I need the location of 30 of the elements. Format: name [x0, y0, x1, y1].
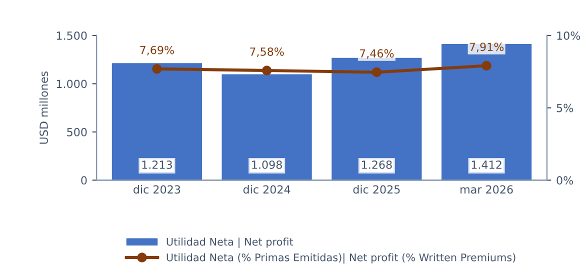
y-tick-label: 500	[67, 128, 87, 136]
x-tick-label: dic 2023	[134, 185, 180, 194]
y-tick-label: 0	[81, 176, 87, 185]
bar	[112, 63, 202, 180]
data-label: 7,69%	[140, 46, 174, 56]
y-tick-label: 1.500	[56, 31, 87, 40]
y2-tick-label: 5%	[556, 104, 574, 112]
data-label: 7,46%	[360, 49, 394, 59]
data-label: 7,58%	[250, 47, 284, 57]
x-tick-label: dic 2025	[353, 185, 400, 194]
bar	[222, 74, 312, 180]
bar	[332, 58, 422, 180]
x-tick-label: dic 2024	[243, 185, 290, 194]
data-label: 1.412	[472, 160, 502, 169]
legend-label: Utilidad Neta (% Primas Emitidas)| Net profit (% Written Premiums)	[166, 253, 516, 264]
data-label: 1.098	[252, 160, 282, 169]
x-tick-label: mar 2026	[460, 185, 513, 194]
legend-label: Utilidad Neta | Net profit	[166, 238, 294, 248]
point	[152, 64, 162, 74]
data-label: 1.268	[362, 160, 392, 169]
y-axis-title: USD millones	[39, 71, 48, 144]
point	[372, 67, 382, 78]
data-label: 7,91%	[470, 42, 504, 52]
data-label: 1.213	[142, 160, 172, 169]
y-tick-label: 1.000	[56, 80, 87, 88]
y2-tick-label: 0%	[556, 176, 574, 185]
y2-tick-label: 10%	[557, 31, 580, 40]
point	[482, 60, 492, 71]
bar	[442, 44, 532, 180]
point	[262, 66, 272, 76]
